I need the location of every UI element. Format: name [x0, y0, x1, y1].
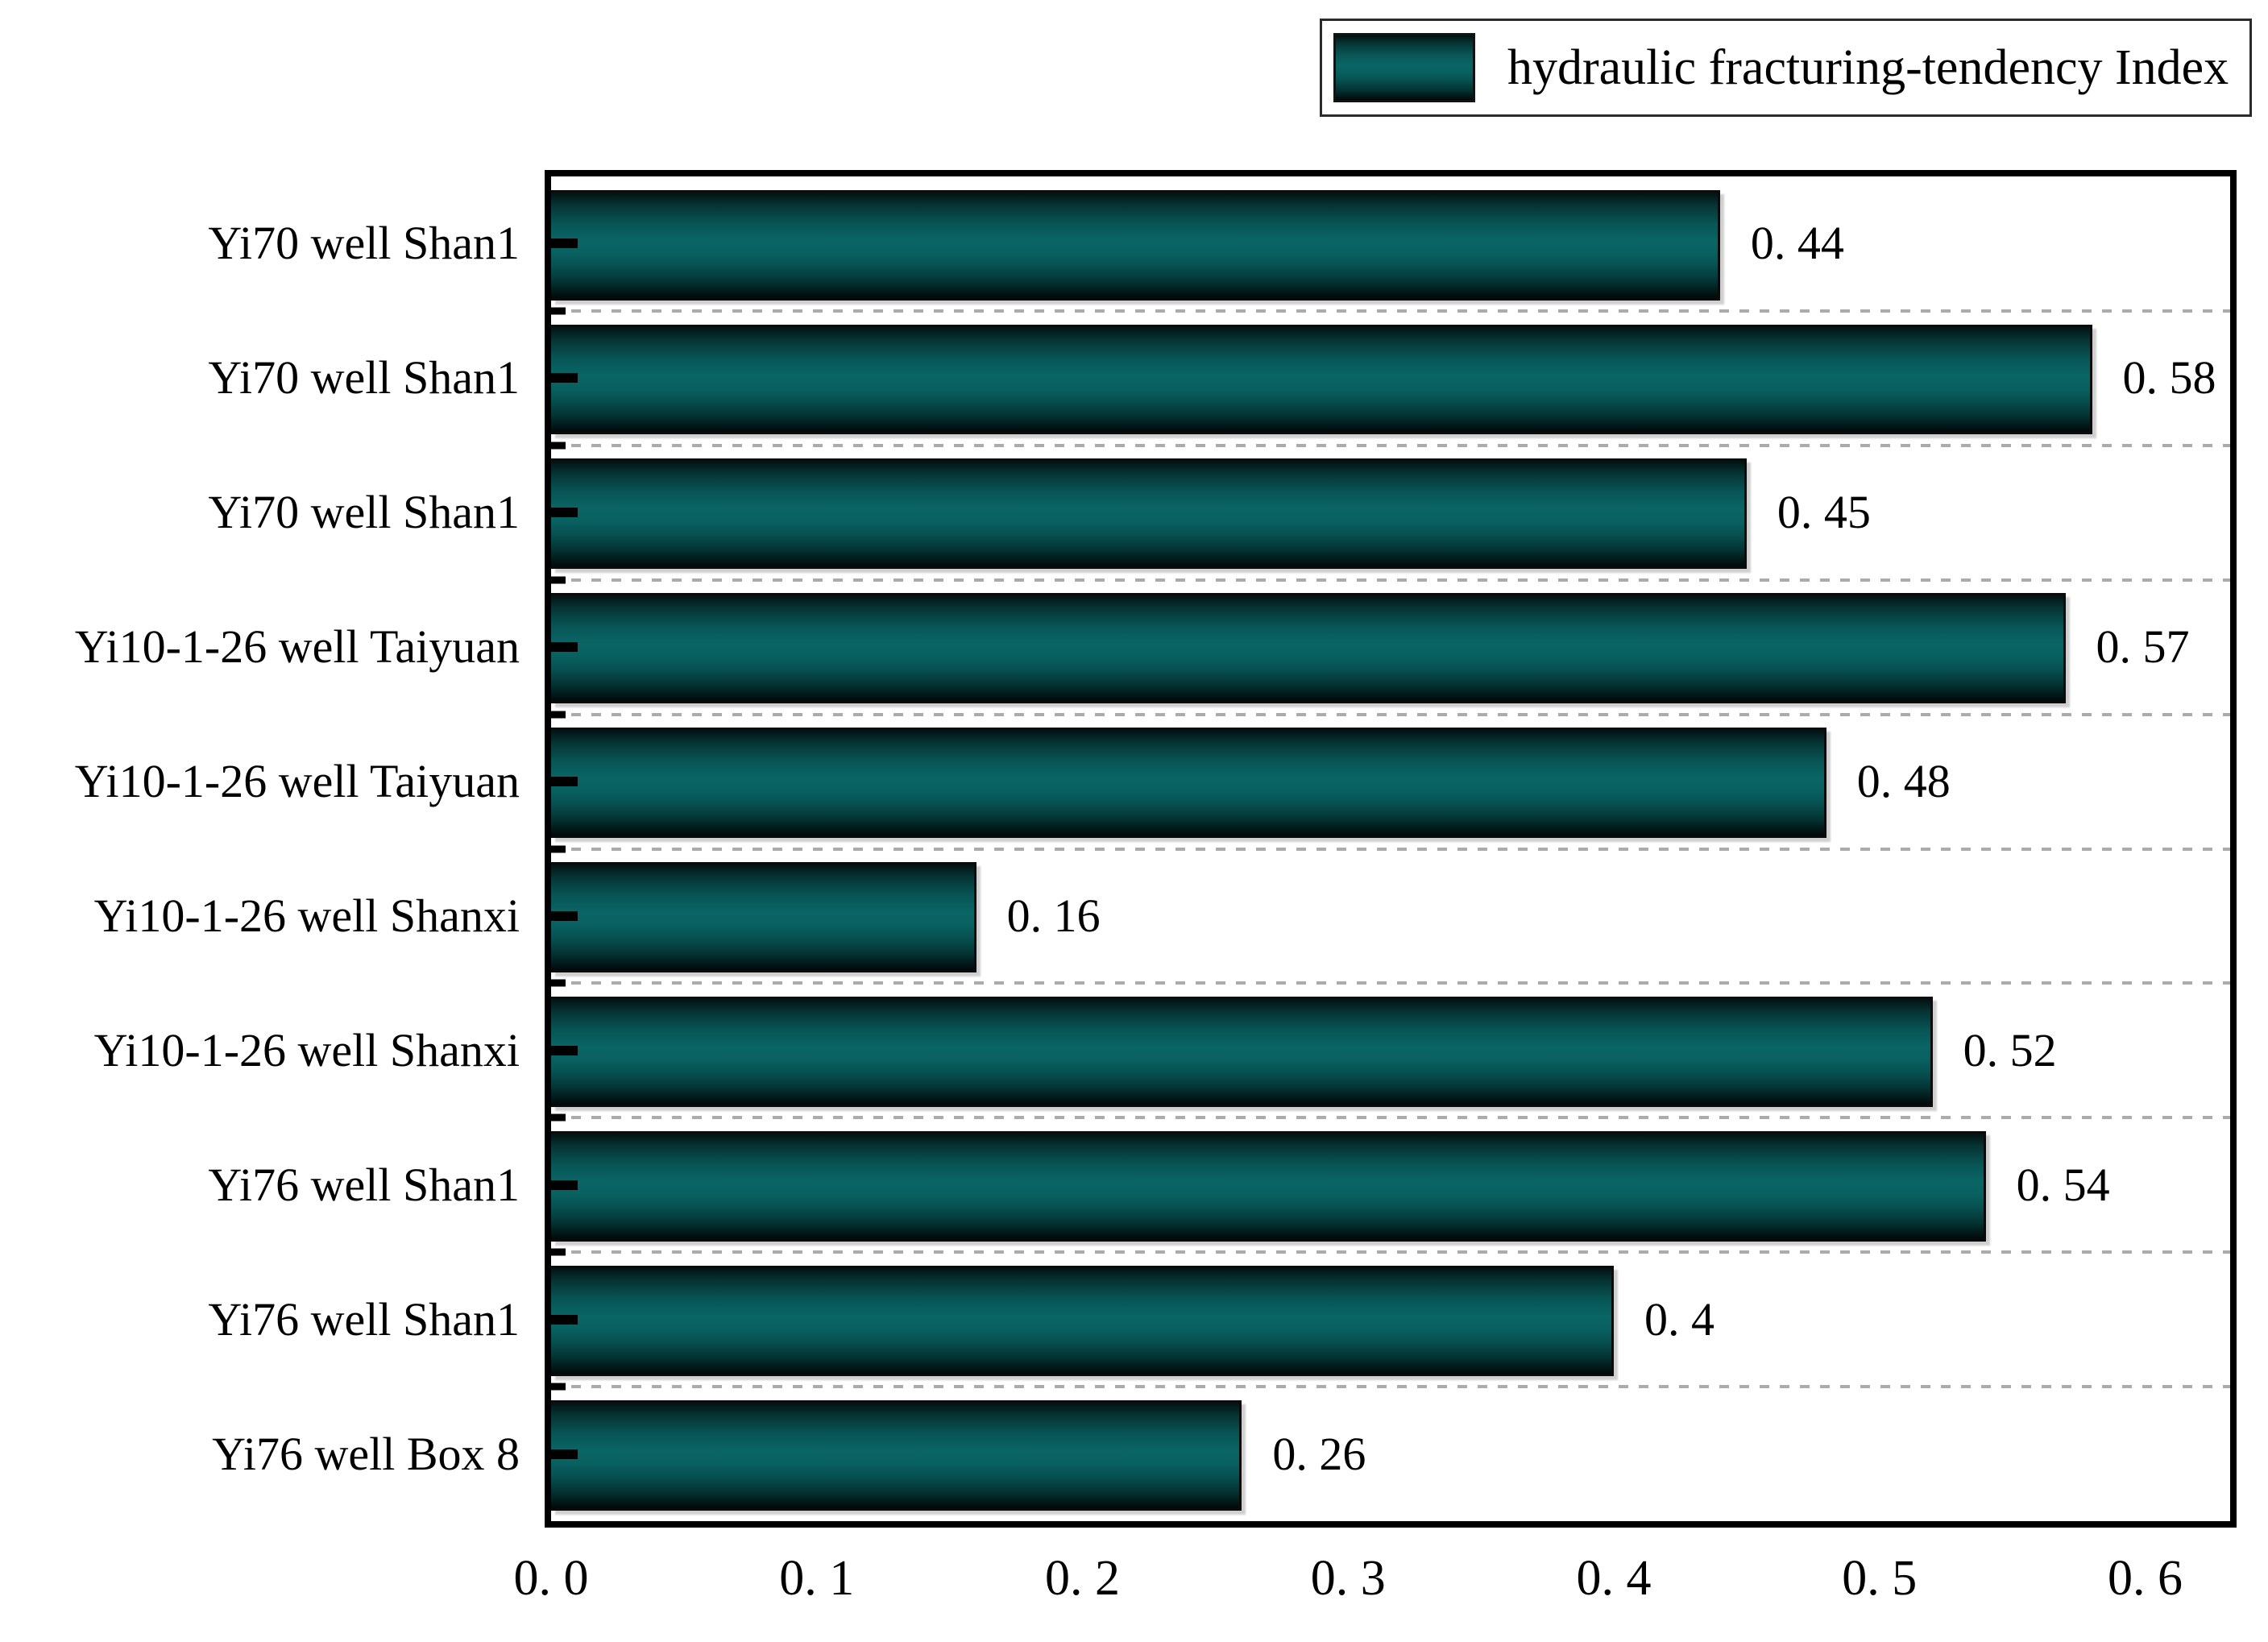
bar-value-label: 0. 48 — [1856, 755, 1951, 808]
category-label: Yi70 well Shan1 — [208, 486, 520, 539]
bar — [551, 189, 1720, 301]
category-label: Yi76 well Box 8 — [212, 1427, 520, 1480]
category-label: Yi10-1-26 well Shanxi — [93, 889, 520, 942]
gridline — [551, 443, 2230, 447]
y-axis-minor-tick — [551, 442, 566, 450]
y-axis-labels: Yi70 well Shan1 Yi70 well Shan1 Yi70 well … — [0, 176, 520, 1521]
y-axis-major-tick — [551, 777, 578, 787]
legend: hydraulic fracturing-tendency Index — [1320, 19, 2252, 117]
category-label: Yi76 well Shan1 — [208, 1158, 520, 1211]
bar — [551, 728, 1826, 839]
y-axis-major-tick — [551, 1449, 578, 1459]
y-axis-major-tick — [551, 1180, 578, 1190]
bar-value-label: 0. 44 — [1750, 217, 1844, 270]
gridline — [551, 1385, 2230, 1389]
bar — [551, 458, 1747, 570]
y-axis-minor-tick — [551, 1383, 566, 1391]
bar — [551, 1399, 1242, 1511]
y-axis-major-tick — [551, 642, 578, 653]
bar-value-label: 0. 26 — [1272, 1427, 1366, 1480]
bar-value-label: 0. 57 — [2096, 620, 2190, 674]
category-label: Yi76 well Shan1 — [208, 1292, 520, 1346]
category-label: Yi70 well Shan1 — [208, 217, 520, 270]
category-label: Yi10-1-26 well Taiyuan — [74, 755, 520, 808]
legend-swatch — [1333, 33, 1475, 102]
y-axis-minor-tick — [551, 1113, 566, 1122]
x-tick-label: 0. 0 — [513, 1551, 589, 1606]
bar — [551, 1130, 1986, 1242]
x-tick-label: 0. 6 — [2107, 1551, 2183, 1606]
y-axis-major-tick — [551, 238, 578, 249]
bar — [551, 862, 976, 973]
bar — [551, 1265, 1614, 1376]
bar-value-label: 0. 54 — [2016, 1158, 2110, 1211]
bar-value-label: 0. 16 — [1006, 889, 1101, 942]
x-tick-label: 0. 4 — [1576, 1551, 1652, 1606]
bar — [551, 324, 2092, 435]
gridline — [551, 1116, 2230, 1120]
y-axis-minor-tick — [551, 576, 566, 584]
x-tick-label: 0. 1 — [779, 1551, 855, 1606]
gridline — [551, 309, 2230, 313]
bar — [551, 593, 2066, 704]
plot-area: 0. 44 0. 58 0. 45 0. 57 0. 48 0. 16 0. 52 0. 54… — [545, 170, 2237, 1528]
gridline — [551, 578, 2230, 582]
category-label: Yi70 well Shan1 — [208, 351, 520, 404]
y-axis-major-tick — [551, 1045, 578, 1055]
x-tick-label: 0. 5 — [1842, 1551, 1918, 1606]
bar-value-label: 0. 4 — [1644, 1292, 1714, 1346]
y-axis-minor-tick — [551, 307, 566, 315]
legend-label: hydraulic fracturing-tendency Index — [1507, 40, 2229, 95]
x-tick-label: 0. 2 — [1044, 1551, 1120, 1606]
bar-value-label: 0. 58 — [2122, 351, 2216, 404]
gridline — [551, 847, 2230, 851]
category-label: Yi10-1-26 well Taiyuan — [74, 620, 520, 674]
y-axis-major-tick — [551, 1314, 578, 1325]
y-axis-minor-tick — [551, 1248, 566, 1256]
y-axis-major-tick — [551, 910, 578, 921]
gridline — [551, 981, 2230, 985]
gridline — [551, 1250, 2230, 1254]
bar — [551, 997, 1933, 1107]
plot-inner: 0. 44 0. 58 0. 45 0. 57 0. 48 0. 16 0. 52 0. 54… — [551, 176, 2230, 1521]
x-axis-labels: 0. 0 0. 1 0. 2 0. 3 0. 4 0. 5 0. 6 — [514, 1551, 2230, 1618]
category-label: Yi10-1-26 well Shanxi — [93, 1023, 520, 1076]
y-axis-minor-tick — [551, 711, 566, 719]
x-tick-label: 0. 3 — [1310, 1551, 1386, 1606]
gridline — [551, 712, 2230, 716]
bar-value-label: 0. 52 — [1963, 1023, 2057, 1076]
y-axis-minor-tick — [551, 979, 566, 987]
y-axis-major-tick — [551, 508, 578, 518]
y-axis-major-tick — [551, 373, 578, 384]
y-axis-minor-tick — [551, 845, 566, 852]
bar-value-label: 0. 45 — [1777, 486, 1871, 539]
